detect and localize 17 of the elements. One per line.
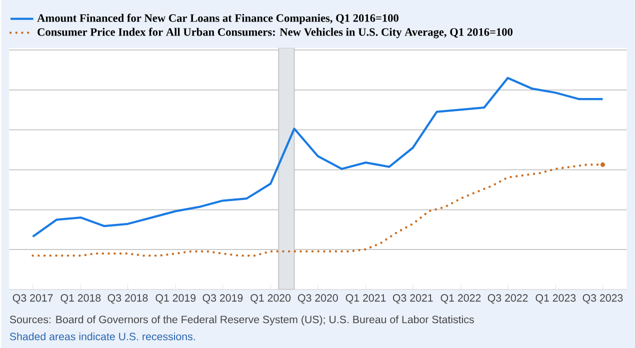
x-tick-label: Q1 2018 xyxy=(60,294,101,304)
x-tick-label: Q1 2022 xyxy=(440,294,481,304)
source-note: Sources: Board of Governors of the Federal Reserve System (US); U.S. Bureau of Labor Statistics xyxy=(10,315,474,326)
x-tick-label: Q1 2020 xyxy=(250,294,291,304)
x-tick-label: Q3 2018 xyxy=(108,294,148,304)
x-tick-label: Q1 2023 xyxy=(536,294,576,304)
legend-label: Consumer Price Index for All Urban Consumers: New Vehicles in U.S. City Average, Q1 2016=100 xyxy=(38,28,512,38)
x-tick-label: Q3 2022 xyxy=(488,294,528,304)
x-tick-label: Q3 2023 xyxy=(582,294,623,304)
text: Shaded areas indicate U.S. recessions. xyxy=(10,332,195,340)
x-tick-label: Q3 2020 xyxy=(298,294,338,304)
legend-label: Amount Financed for New Car Loans at Finance Companies, Q1 2016=100 xyxy=(37,14,398,24)
x-tick-label: Q3 2019 xyxy=(202,294,243,304)
x-tick-label: Q1 2019 xyxy=(156,294,196,304)
x-tick-label: Q3 2021 xyxy=(392,294,433,304)
x-tick-label: Q1 2021 xyxy=(346,294,386,304)
x-tick-label: Q3 2017 xyxy=(12,294,53,304)
